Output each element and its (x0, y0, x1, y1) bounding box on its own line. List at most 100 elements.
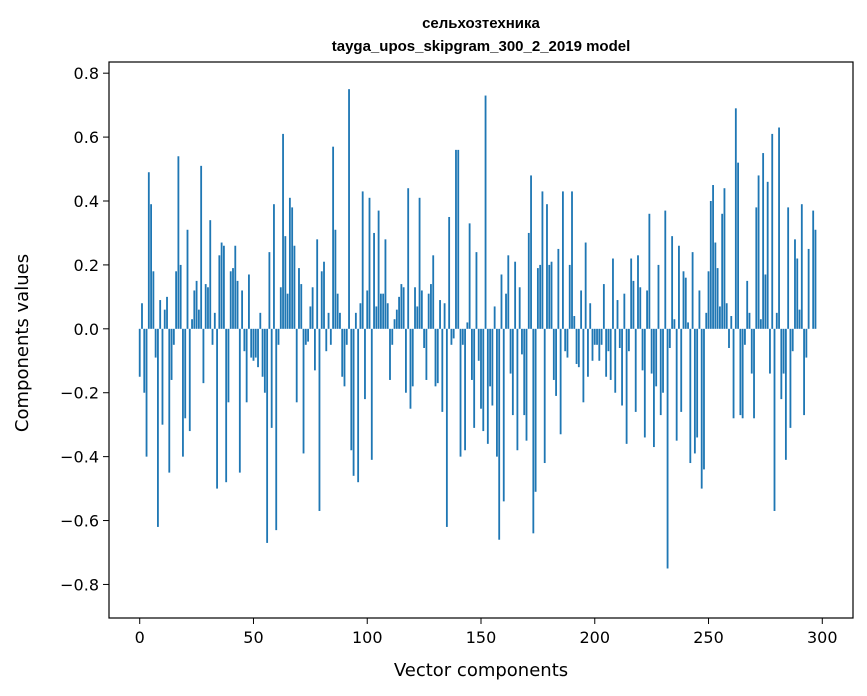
bar-21 (186, 229, 189, 329)
bar-80 (320, 271, 323, 329)
bar-74 (307, 328, 309, 342)
bar-200 (593, 328, 596, 345)
bar-106 (379, 293, 382, 329)
y-axis-ticks: −0.8 −0.6 −0.4 −0.2 0.0 0.2 0.4 0.6 0.8 (60, 64, 109, 594)
bar-260 (730, 316, 733, 329)
bar-171 (527, 232, 530, 329)
x-tick-label: 250 (693, 628, 724, 647)
bar-294 (807, 248, 810, 329)
bar-19 (182, 328, 184, 457)
bar-41 (232, 268, 234, 329)
bar-177 (541, 191, 544, 329)
bar-244 (693, 328, 696, 454)
x-axis-ticks: 0 50 100 150 200 250 300 (135, 618, 838, 647)
bar-239 (682, 271, 685, 329)
bar-199 (591, 328, 594, 361)
bar-124 (420, 290, 423, 329)
bar-92 (348, 89, 350, 329)
bar-282 (780, 328, 783, 400)
chart-subtitle: tayga_upos_skipgram_300_2_2019 model (332, 38, 631, 55)
bar-190 (571, 191, 573, 329)
y-tick-label: −0.4 (60, 448, 99, 467)
bar-77 (314, 328, 316, 371)
bar-65 (286, 293, 289, 329)
bar-287 (791, 328, 794, 352)
bar-222 (643, 328, 646, 438)
bar-32 (211, 328, 214, 345)
bar-235 (673, 319, 676, 329)
bar-86 (334, 229, 337, 329)
bar-95 (354, 312, 357, 329)
bar-100 (366, 290, 369, 329)
bar-232 (666, 328, 669, 569)
bar-0 (138, 328, 141, 377)
bar-245 (696, 328, 699, 438)
bar-69 (295, 328, 298, 403)
bar-206 (607, 328, 610, 352)
bar-291 (800, 204, 803, 329)
bar-196 (584, 242, 587, 329)
bar-189 (568, 264, 571, 329)
bar-98 (361, 191, 364, 329)
bar-250 (707, 271, 710, 329)
bar-230 (662, 328, 664, 393)
bar-17 (177, 156, 180, 329)
bar-255 (718, 306, 721, 329)
bar-259 (728, 328, 730, 348)
bar-42 (234, 245, 237, 329)
bar-223 (646, 290, 648, 329)
bar-202 (598, 328, 601, 361)
bar-120 (411, 328, 414, 387)
bar-283 (782, 328, 785, 374)
bar-122 (416, 306, 419, 329)
bar-219 (637, 255, 639, 329)
bar-218 (634, 328, 637, 412)
x-tick-label: 0 (135, 628, 145, 647)
y-tick-label: 0.6 (74, 128, 99, 147)
bar-102 (370, 328, 373, 460)
plot-frame (108, 61, 854, 619)
bar-185 (559, 328, 562, 435)
bar-224 (648, 213, 651, 329)
bar-272 (757, 175, 760, 329)
bar-143 (464, 328, 466, 451)
bar-161 (505, 293, 507, 329)
bar-91 (345, 328, 348, 345)
bar-285 (787, 207, 790, 329)
bar-101 (368, 197, 371, 329)
bar-70 (298, 268, 300, 329)
bar-256 (721, 213, 724, 329)
bar-207 (609, 328, 612, 380)
bar-103 (373, 232, 375, 329)
bar-164 (511, 328, 514, 416)
bar-119 (409, 328, 412, 409)
bar-29 (204, 284, 207, 329)
bar-162 (507, 255, 510, 329)
bar-166 (516, 328, 519, 451)
x-tick-label: 300 (807, 628, 838, 647)
bar-107 (382, 293, 385, 329)
bar-278 (771, 133, 774, 329)
bar-110 (389, 328, 391, 380)
y-tick-label: 0.4 (74, 192, 99, 211)
bar-243 (691, 252, 694, 329)
bar-152 (484, 95, 487, 329)
bar-248 (703, 328, 705, 470)
bar-234 (671, 236, 674, 329)
bar-45 (241, 290, 244, 329)
bar-36 (220, 242, 223, 329)
bar-176 (539, 264, 542, 329)
bar-192 (575, 328, 578, 364)
bar-262 (734, 108, 737, 329)
bar-128 (430, 284, 432, 329)
bar-157 (496, 328, 498, 457)
bar-184 (557, 248, 560, 329)
bar-18 (179, 264, 182, 329)
bar-156 (493, 306, 496, 329)
bar-246 (698, 290, 701, 329)
bar-27 (200, 165, 203, 329)
bar-50 (252, 328, 255, 361)
bar-249 (705, 312, 708, 329)
